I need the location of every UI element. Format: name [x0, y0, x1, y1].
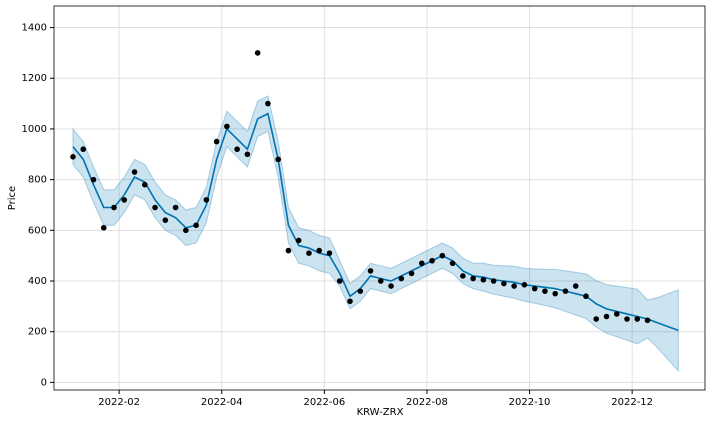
y-axis-label: Price: [7, 186, 18, 210]
data-point: [254, 50, 261, 56]
x-tick-label: 2022-06: [303, 397, 345, 408]
data-point: [603, 313, 610, 320]
y-tick-label: 800: [28, 175, 47, 186]
data-point: [644, 317, 651, 324]
data-point: [419, 260, 425, 267]
data-point: [634, 316, 641, 322]
data-point: [490, 278, 497, 284]
data-point: [562, 288, 569, 294]
data-point: [552, 290, 559, 297]
data-point: [80, 146, 87, 153]
forecast-line: [72, 112, 679, 332]
y-tick-label: 1200: [22, 73, 47, 84]
y-tick-label: 0: [41, 377, 47, 388]
y-tick-label: 400: [28, 276, 47, 287]
data-point: [398, 275, 405, 282]
data-point: [131, 169, 138, 175]
data-point: [367, 268, 374, 274]
data-point: [357, 288, 364, 294]
data-point: [172, 204, 179, 211]
y-tick-label: 200: [28, 327, 47, 338]
data-point: [583, 293, 589, 300]
data-point: [501, 280, 507, 287]
data-point: [295, 237, 302, 244]
x-tick-label: 2022-04: [201, 397, 243, 408]
x-tick-label: 2022-10: [509, 397, 551, 408]
data-point: [162, 217, 169, 223]
data-point: [152, 204, 158, 211]
y-tick-label: 600: [28, 225, 47, 236]
data-point: [70, 154, 76, 160]
data-point: [90, 176, 97, 183]
data-point: [265, 100, 271, 107]
data-point: [521, 282, 528, 288]
data-point: [142, 181, 148, 188]
data-point: [470, 275, 476, 282]
uncertainty-band: [72, 95, 679, 373]
data-point: [377, 278, 384, 284]
data-point: [275, 156, 281, 163]
data-point: [224, 123, 230, 130]
data-point: [531, 285, 538, 292]
data-point: [234, 146, 240, 153]
data-point: [100, 224, 107, 231]
data-point: [121, 197, 128, 203]
data-point: [213, 138, 220, 145]
data-point: [429, 257, 435, 264]
data-point: [572, 283, 579, 289]
data-point: [326, 250, 333, 256]
x-tick-label: 2022-02: [98, 397, 140, 408]
data-point: [542, 288, 548, 294]
y-tick-label: 1400: [22, 23, 47, 34]
plot-frame: [53, 5, 706, 391]
data-point: [460, 273, 466, 279]
data-point: [111, 204, 117, 211]
y-tick-label: 1000: [22, 124, 47, 135]
data-point: [480, 276, 487, 283]
data-point: [285, 247, 292, 254]
data-point: [306, 250, 312, 256]
x-tick-label: 2022-12: [611, 397, 653, 408]
data-point: [336, 278, 343, 284]
data-point: [388, 283, 394, 289]
data-point: [511, 283, 517, 289]
data-point: [439, 252, 446, 259]
data-point: [408, 270, 415, 277]
data-point: [193, 222, 199, 229]
data-point: [347, 298, 353, 305]
data-point: [593, 316, 600, 322]
data-point: [203, 197, 210, 203]
x-axis-label: KRW-ZRX: [357, 407, 404, 418]
data-point: [183, 227, 189, 234]
data-point: [624, 316, 630, 322]
x-tick-label: 2022-08: [406, 397, 448, 408]
data-point: [316, 247, 323, 254]
data-point: [613, 311, 620, 317]
data-point: [244, 151, 251, 158]
data-point: [449, 260, 456, 267]
